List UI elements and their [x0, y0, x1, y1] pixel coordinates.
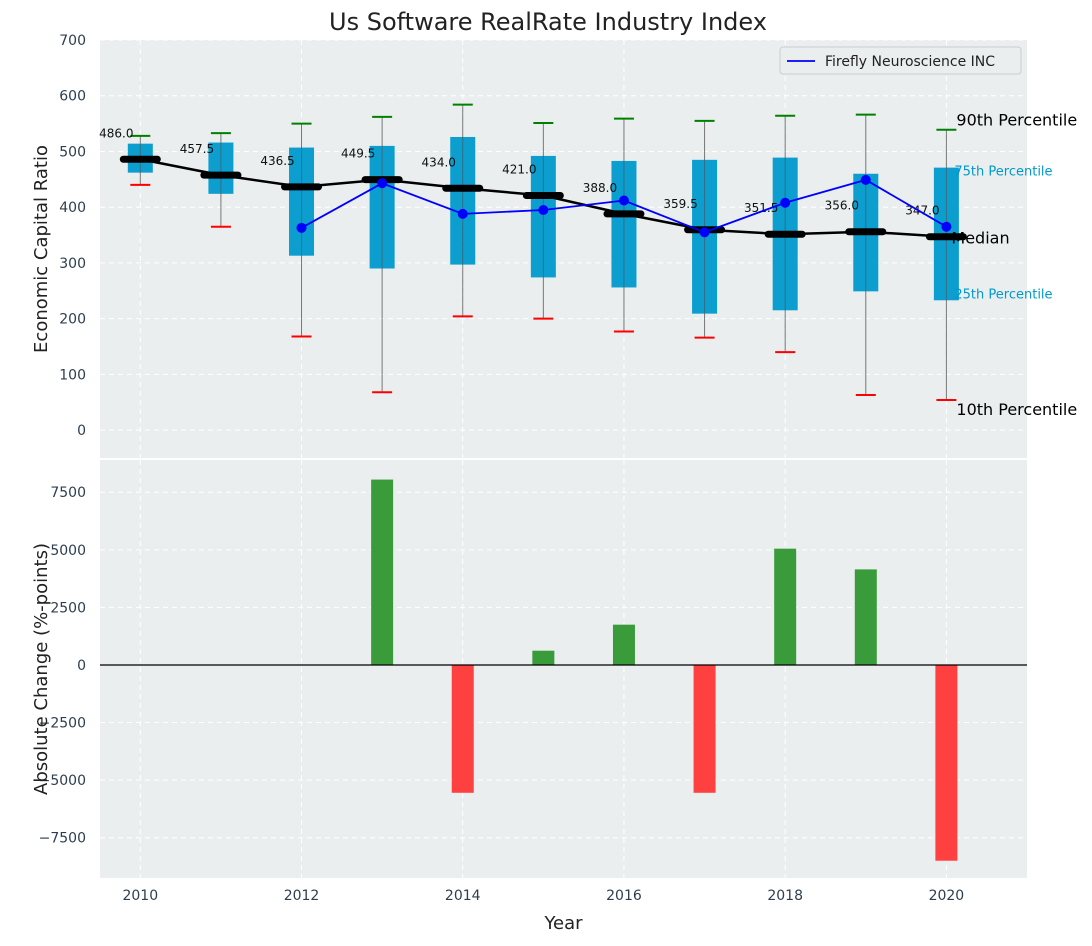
median-value-label: 359.5	[663, 197, 697, 211]
y-axis-label: Economic Capital Ratio	[31, 145, 52, 353]
firefly-point	[699, 227, 710, 238]
y-tick-label: 5000	[50, 543, 86, 559]
change-bar	[935, 664, 958, 861]
y-tick-label: 400	[59, 200, 86, 216]
annotation-75th: 75th Percentile	[954, 165, 1052, 180]
median-value-label: 436.5	[260, 154, 294, 168]
firefly-point	[941, 221, 952, 232]
annotation-10th: 10th Percentile	[956, 400, 1077, 419]
y-tick-label: −7500	[39, 831, 86, 847]
annotation-25th: 25th Percentile	[954, 287, 1052, 302]
median-value-label: 486.0	[99, 126, 133, 140]
y-tick-label: 7500	[50, 485, 86, 501]
annotation-90th: 90th Percentile	[956, 111, 1077, 130]
legend: Firefly Neuroscience INC	[779, 46, 1022, 75]
change-bar	[451, 664, 474, 793]
y-tick-label: 500	[59, 144, 86, 160]
x-tick-label: 2010	[122, 888, 158, 904]
chart-title: Us Software RealRate Industry Index	[329, 8, 767, 36]
annotation-median: Median	[951, 229, 1009, 248]
firefly-point	[860, 174, 871, 185]
median-value-label: 351.5	[744, 201, 778, 215]
x-tick-label: 2016	[606, 888, 642, 904]
change-bar	[774, 548, 797, 665]
firefly-point	[377, 178, 388, 189]
median-value-label: 449.5	[341, 147, 375, 161]
firefly-point	[618, 195, 629, 206]
median-value-label: 421.0	[502, 162, 536, 176]
median-value-label: 457.5	[180, 142, 214, 156]
y-tick-label: 600	[59, 89, 86, 105]
x-tick-label: 2014	[445, 888, 481, 904]
change-bar	[693, 664, 716, 793]
y-tick-label: −5000	[39, 773, 86, 789]
y-tick-label: 0	[77, 423, 86, 439]
median-value-label: 388.0	[583, 181, 617, 195]
top-plot-area	[100, 40, 1027, 458]
change-bar	[532, 650, 555, 665]
x-tick-label: 2020	[929, 888, 965, 904]
change-bar	[612, 624, 635, 665]
legend-label: Firefly Neuroscience INC	[825, 54, 995, 70]
firefly-point	[780, 197, 791, 208]
firefly-point	[538, 204, 549, 215]
x-axis-label: Year	[543, 913, 583, 934]
median-value-label: 434.0	[422, 155, 456, 169]
y-tick-label: 2500	[50, 600, 86, 616]
y-tick-label: 300	[59, 256, 86, 272]
median-value-label: 356.0	[825, 199, 859, 213]
x-tick-label: 2018	[767, 888, 803, 904]
y-tick-label: 200	[59, 312, 86, 328]
y-tick-label: 0	[77, 658, 86, 674]
x-tick-label: 2012	[284, 888, 320, 904]
bottom-plot-area	[100, 460, 1027, 878]
y-tick-label: 700	[59, 33, 86, 49]
change-bar	[371, 479, 394, 665]
y-tick-label: −2500	[39, 716, 86, 732]
legend-box	[779, 46, 1022, 75]
change-bar	[854, 569, 877, 665]
firefly-point	[457, 208, 468, 219]
y-axis-label-bottom: Absolute Change (%-points)	[31, 543, 52, 795]
y-tick-label: 100	[59, 367, 86, 383]
firefly-point	[296, 222, 307, 233]
